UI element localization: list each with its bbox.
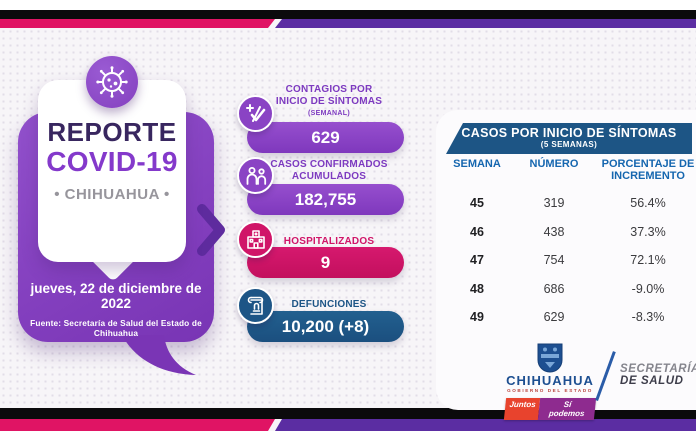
chihuahua-shield-icon <box>537 343 563 373</box>
table-title-banner: CASOS POR INICIO DE SÍNTOMAS (5 SEMANAS) <box>446 123 692 154</box>
table-body: 45 319 56.4% 46 438 37.3% 47 754 72.1% 4… <box>446 189 696 332</box>
table-row-number: 754 <box>543 253 565 268</box>
table-row-number: 686 <box>543 281 565 296</box>
defunciones-label-text: DEFUNCIONES <box>291 299 367 310</box>
gov-name: CHIHUAHUA <box>506 373 594 388</box>
defunciones-value-pill: 10,200 (+8) <box>247 311 404 342</box>
bottom-stripe-pink-segment <box>0 419 275 431</box>
table-subtitle: (5 SEMANAS) <box>540 140 598 149</box>
speech-bubble-tail <box>122 335 196 375</box>
col-header-porcentaje-line2: INCREMENTO <box>611 169 685 182</box>
top-white-strip <box>0 0 696 10</box>
table-background-panel <box>436 110 696 410</box>
slogan-left: Juntos <box>503 398 541 420</box>
confirmados-value-pill: 182,755 <box>247 184 404 215</box>
contagios-value-pill: 629 <box>247 122 404 153</box>
contagios-label: CONTAGIOS POR INICIO DE SÍNTOMAS (SEMANA… <box>250 84 408 120</box>
hospitalizados-label-text: HOSPITALIZADOS <box>283 236 375 247</box>
table-row-pct: 56.4% <box>630 196 666 211</box>
bottom-stripe-purple-segment <box>275 419 696 431</box>
table-row-number: 438 <box>543 224 565 239</box>
hospitalizados-label: HOSPITALIZADOS <box>250 236 408 248</box>
table-title: CASOS POR INICIO DE SÍNTOMAS <box>461 126 677 140</box>
table-header-row: SEMANA NÚMERO PORCENTAJE DE INCREMENTO <box>446 158 696 182</box>
defunciones-label: DEFUNCIONES <box>250 299 408 311</box>
top-stripe-pink-segment <box>0 19 275 28</box>
col-header-numero: NÚMERO <box>529 158 579 170</box>
covid19-title: COVID-19 <box>46 146 178 177</box>
hospitalizados-value-pill: 9 <box>247 247 404 278</box>
bottom-black-stripe <box>0 408 696 419</box>
table-row-pct: -8.3% <box>631 310 665 325</box>
table-row-pct: 37.3% <box>630 224 666 239</box>
secretaria-de-salud-logo: SECRETARÍA DE SALUD <box>620 363 696 387</box>
chevron-right-icon <box>197 204 225 256</box>
contagios-label-line2: INICIO DE SÍNTOMAS <box>275 96 383 107</box>
table-row-pct: 72.1% <box>630 253 666 268</box>
table-row-pct: -9.0% <box>631 281 665 296</box>
chihuahua-government-logo: CHIHUAHUA GOBIERNO DEL ESTADO Juntos Sí … <box>503 342 597 420</box>
table-row-week: 48 <box>470 281 484 296</box>
top-stripe-purple-segment <box>275 19 696 28</box>
slogan-banner: Juntos Sí podemos <box>503 398 597 420</box>
bottom-accent-stripe <box>0 419 696 431</box>
confirmados-label-line2: ACUMULADOS <box>291 171 367 182</box>
table-row-week: 45 <box>470 196 484 211</box>
report-date: jueves, 22 de diciembre de 2022 <box>30 281 202 311</box>
confirmados-label: CASOS CONFIRMADOS ACUMULADOS <box>250 159 408 183</box>
table-row-week: 46 <box>470 224 484 239</box>
col-header-porcentaje-line1: PORCENTAJE DE <box>601 158 695 170</box>
gov-subtitle: GOBIERNO DEL ESTADO <box>507 388 593 393</box>
table-row-week: 49 <box>470 310 484 325</box>
virus-icon <box>86 56 138 108</box>
table-row-number: 319 <box>543 196 565 211</box>
report-source: Fuente: Secretaría de Salud del Estado d… <box>30 318 202 338</box>
contagios-sublabel: (SEMANAL) <box>308 110 350 117</box>
dept-line1: SECRETARÍA <box>620 363 696 375</box>
region-title: • CHIHUAHUA • <box>54 186 170 203</box>
col-header-semana: SEMANA <box>453 158 501 170</box>
confirmados-label-line1: CASOS CONFIRMADOS <box>270 159 388 170</box>
dept-line2: DE SALUD <box>620 375 684 387</box>
people-icon <box>237 157 274 194</box>
test-check-icon <box>237 95 274 132</box>
top-accent-stripe <box>0 19 696 28</box>
slogan-right: Sí podemos <box>538 398 597 420</box>
contagios-label-line1: CONTAGIOS POR <box>285 84 373 95</box>
death-certificate-icon <box>237 287 274 324</box>
table-row-number: 629 <box>543 310 565 325</box>
top-black-stripe <box>0 10 696 19</box>
report-title: REPORTE <box>47 117 177 147</box>
hospital-icon <box>237 221 274 258</box>
col-header-porcentaje: PORCENTAJE DE INCREMENTO <box>600 158 696 182</box>
table-row-week: 47 <box>470 253 484 268</box>
report-title-card <box>38 80 186 262</box>
